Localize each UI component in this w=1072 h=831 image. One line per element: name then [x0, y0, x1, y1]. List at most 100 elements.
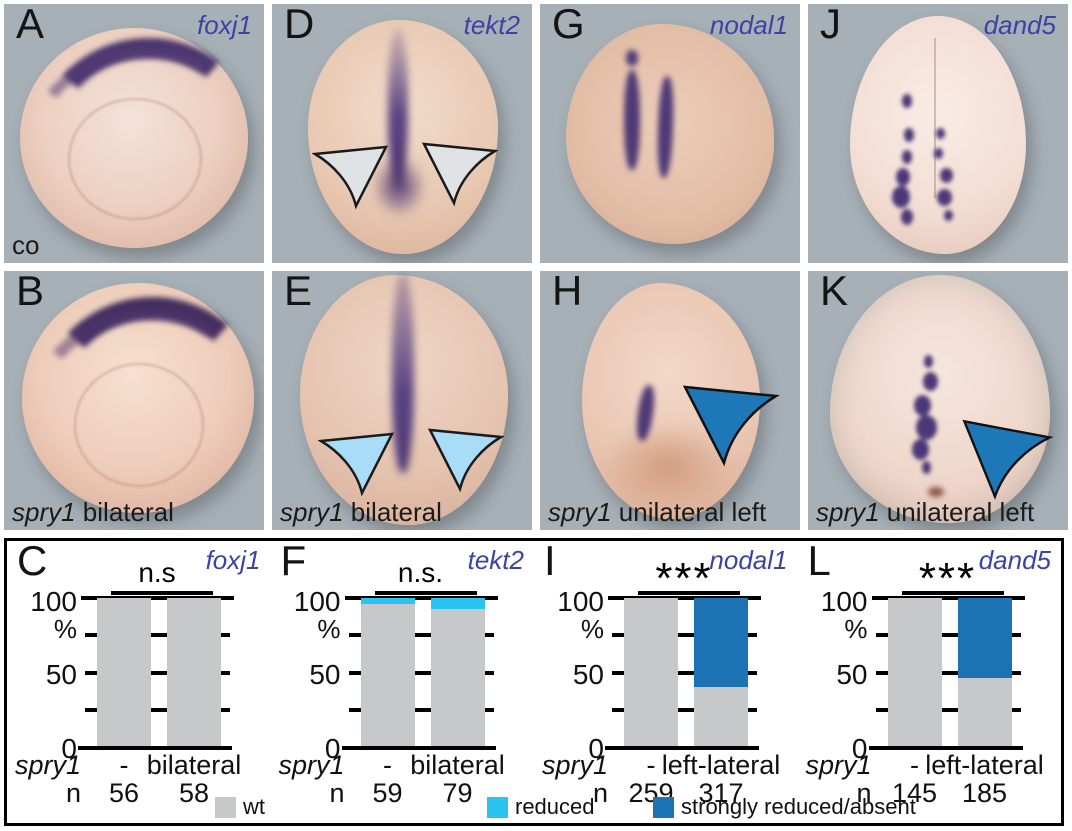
x-axis-gene: spry1 — [14, 750, 81, 780]
stacked-bar — [430, 598, 485, 748]
significance-bracket — [638, 591, 740, 595]
bar-plot — [78, 596, 234, 750]
expression-dots — [924, 355, 933, 368]
panel-caption: spry1 unilateral left — [548, 497, 767, 527]
gene-label: tekt2 — [463, 10, 520, 40]
panel-letter: K — [820, 271, 849, 314]
embryo-ring — [74, 363, 204, 487]
arrowhead-lightblue-left-icon — [317, 431, 396, 502]
photo-grid: A foxj1 co D tekt2 G nodal1 — [4, 4, 1068, 530]
expression-stain — [392, 273, 414, 473]
chart-section: C foxj1 n.s 100 % 50 0 spry1 - — [4, 537, 1064, 826]
expression-stain — [388, 28, 408, 186]
gene-label: dand5 — [983, 10, 1056, 40]
embryo-photo — [830, 275, 1050, 523]
n-value: 56 — [108, 778, 140, 808]
chart-panel-c: C foxj1 n.s 100 % 50 0 spry1 - — [7, 537, 271, 823]
panel-photo-k: K spry1 unilateral left — [808, 271, 1068, 530]
panel-letter: H — [552, 271, 583, 314]
legend-label: strongly reduced/absent — [681, 794, 916, 819]
legend-reduced: reduced — [487, 794, 595, 820]
significance-bracket — [901, 591, 1004, 595]
caption-text: co — [12, 230, 40, 260]
gene-label: nodal1 — [709, 10, 788, 40]
panel-photo-a: A foxj1 co — [4, 4, 264, 263]
panel-photo-g: G nodal1 — [540, 4, 800, 263]
y-axis-labels: 100 % 50 0 — [7, 586, 81, 764]
chart-panel-f: F tekt2 n.s. 100 % 50 0 spry1 - — [271, 537, 535, 823]
arrowhead-gray-left-icon — [311, 144, 390, 215]
expression-stain — [626, 50, 638, 66]
gene-label: dand5 — [978, 545, 1051, 575]
stacked-bar — [694, 598, 748, 748]
panel-photo-b: B spry1 bilateral — [4, 271, 264, 530]
panel-letter: L — [807, 537, 831, 584]
arrowhead-blue-icon — [680, 383, 780, 474]
stacked-bar — [624, 598, 678, 748]
panel-caption: spry1 bilateral — [280, 497, 442, 527]
arrowhead-gray-right-icon — [420, 141, 499, 212]
expression-dots-left — [902, 94, 912, 108]
panel-letter: A — [16, 4, 45, 47]
embryo-midline — [934, 38, 936, 198]
y-tick-0: 0 — [61, 733, 77, 764]
legend-swatch-wt — [215, 796, 236, 818]
y-tick-50: 50 — [45, 659, 77, 690]
bar-label: bilateral — [146, 750, 242, 780]
panel-letter: F — [280, 537, 307, 584]
n-label: n — [65, 778, 81, 808]
chart-panel-l: L dand5 *** 100 % 50 0 spry1 - — [798, 537, 1062, 823]
expression-stain — [624, 70, 640, 170]
legend-label: reduced — [515, 794, 595, 819]
significance-bracket — [374, 591, 477, 595]
panel-letter: E — [284, 271, 313, 314]
panel-photo-e: E spry1 bilateral — [272, 271, 532, 530]
expression-dots-right — [936, 128, 945, 139]
legend-swatch-strong — [653, 796, 674, 818]
y-axis-labels: 100 % 50 0 — [820, 586, 868, 764]
stacked-bar — [167, 598, 221, 748]
arrowhead-lightblue-right-icon — [426, 427, 505, 498]
gene-label: foxj1 — [205, 545, 261, 575]
y-axis-labels: 100 % 50 0 — [293, 586, 341, 764]
panel-photo-d: D tekt2 — [272, 4, 532, 263]
panel-photo-j: J dand5 — [808, 4, 1068, 263]
significance-bracket — [111, 591, 213, 595]
gridline-100 — [81, 596, 234, 600]
legend-swatch-reduced — [487, 796, 508, 818]
legend-label: wt — [243, 794, 265, 819]
panel-letter: C — [17, 537, 48, 584]
bar-plot — [605, 596, 761, 750]
bar-label: - — [119, 750, 129, 780]
legend-wt: wt — [215, 794, 265, 820]
blastopore-dot — [928, 487, 944, 497]
n-value: 58 — [178, 778, 210, 808]
bar-plot — [341, 596, 498, 750]
stacked-bar — [887, 598, 942, 748]
bar-plot — [868, 596, 1025, 750]
significance-label: n.s — [138, 557, 176, 588]
panel-letter: J — [820, 4, 841, 47]
panel-letter: D — [284, 4, 315, 47]
panel-letter: B — [16, 271, 45, 314]
stacked-bar — [957, 598, 1012, 748]
significance-label: n.s. — [397, 557, 444, 588]
panel-caption: spry1 bilateral — [12, 497, 174, 527]
arrowhead-blue-icon — [952, 417, 1054, 512]
embryo-ring — [68, 98, 202, 220]
legend-strongly-reduced: strongly reduced/absent — [653, 794, 916, 820]
panel-caption: spry1 unilateral left — [816, 497, 1035, 527]
stacked-bar — [360, 598, 415, 748]
panel-letter: I — [544, 537, 556, 584]
y-axis-unit: % — [53, 614, 77, 644]
panel-caption: co — [12, 230, 39, 261]
gene-label: nodal1 — [709, 545, 788, 575]
panel-letter: G — [552, 4, 585, 47]
chart-panel-i: I nodal1 *** 100 % 50 0 spry1 - — [534, 537, 798, 823]
y-axis-labels: 100 % 50 0 — [557, 586, 604, 764]
gene-label: foxj1 — [197, 10, 252, 40]
x-axis-line — [78, 746, 232, 750]
panel-photo-h: H spry1 unilateral left — [540, 271, 800, 530]
expression-stain — [372, 154, 426, 218]
